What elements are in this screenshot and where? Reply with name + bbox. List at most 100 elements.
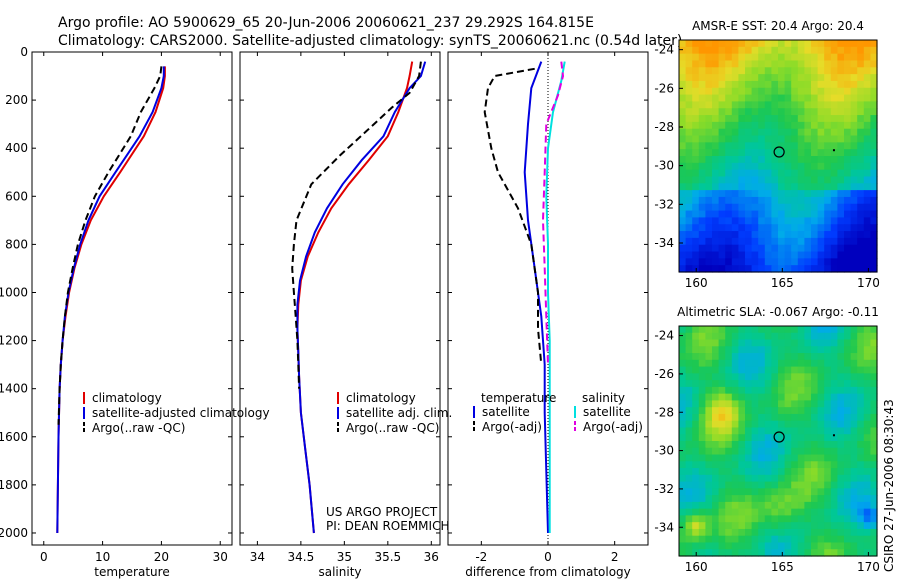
map-cell: [778, 149, 786, 157]
map-cell: [791, 156, 799, 164]
map-cell: [771, 501, 779, 510]
map-cell: [692, 488, 700, 496]
map-cell: [837, 183, 845, 191]
map-cell: [692, 353, 700, 361]
map-cell: [758, 183, 766, 191]
legend-label: climatology: [346, 391, 416, 405]
map-cell: [698, 169, 706, 178]
map-cell: [764, 353, 772, 361]
map-cell: [870, 60, 878, 68]
map-cell: [857, 108, 865, 116]
map-cell: [811, 468, 819, 476]
map-cell: [778, 108, 786, 116]
map-cell: [784, 393, 792, 402]
map-cell: [804, 549, 812, 557]
map-cell: [751, 231, 759, 239]
map-cell: [698, 400, 706, 408]
x-tick-label: 0: [40, 550, 48, 564]
map-cell: [837, 53, 845, 62]
map-cell: [698, 447, 706, 456]
map-cell: [738, 434, 746, 442]
map-cell: [870, 53, 878, 62]
map-cell: [791, 366, 799, 374]
map-cell: [718, 156, 726, 164]
map-cell: [824, 522, 832, 530]
map-cell: [850, 441, 858, 449]
legend-group-title: salinity: [582, 391, 625, 405]
map-cell: [797, 542, 805, 550]
map-cell: [844, 244, 852, 253]
map-cell: [705, 142, 713, 150]
map-cell: [745, 481, 753, 489]
map-cell: [791, 481, 799, 489]
map-cell: [771, 386, 779, 395]
map-cell: [679, 441, 687, 449]
map-cell: [685, 237, 693, 246]
map-cell: [725, 224, 733, 232]
map-cell: [850, 237, 858, 246]
map-cell: [863, 80, 871, 89]
map-cell: [797, 353, 805, 361]
map-cell: [745, 108, 753, 116]
map-cell: [679, 549, 687, 557]
map-cell: [751, 210, 759, 219]
map-cell: [679, 393, 687, 402]
map-cell: [745, 359, 753, 368]
map-cell: [685, 427, 693, 435]
map-cell: [685, 454, 693, 462]
map-cell: [685, 217, 693, 225]
map-cell: [850, 508, 858, 517]
map-cell: [685, 515, 693, 523]
map-cell: [705, 549, 713, 557]
map-cell: [692, 121, 700, 130]
map-cell: [758, 142, 766, 150]
map-cell: [771, 393, 779, 402]
map-cell: [817, 190, 825, 198]
map-cell: [784, 339, 792, 347]
map-cell: [784, 101, 792, 109]
y-tick-label: 1800: [0, 478, 28, 492]
map-cell: [804, 237, 812, 246]
map-cell: [863, 366, 871, 374]
map-cell: [725, 508, 733, 517]
map-cell: [731, 169, 739, 178]
map-cell: [738, 80, 746, 89]
map-cell: [791, 508, 799, 517]
map-cell: [811, 142, 819, 150]
map-cell: [804, 474, 812, 483]
map-cell: [837, 115, 845, 123]
map-cell: [751, 474, 759, 483]
map-cell: [870, 528, 878, 537]
map-cell: [837, 353, 845, 361]
map-cell: [738, 380, 746, 388]
map-cell: [705, 251, 713, 259]
map-cell: [705, 101, 713, 109]
map-cell: [764, 87, 772, 96]
map-cell: [745, 393, 753, 402]
map-cell: [811, 74, 819, 82]
map-cell: [758, 210, 766, 219]
map-cell: [771, 176, 779, 184]
map-cell: [857, 149, 865, 157]
map-cell: [745, 474, 753, 483]
map-cell: [751, 142, 759, 150]
map-cell: [712, 353, 720, 361]
map-cell: [771, 413, 779, 422]
map-cell: [698, 461, 706, 469]
map-cell: [784, 474, 792, 483]
map-cell: [778, 224, 786, 232]
series-line-argo-raw-qc-: [57, 66, 163, 425]
map-cell: [745, 231, 753, 239]
map-cell: [725, 488, 733, 496]
map-cell: [705, 332, 713, 341]
map-cell: [745, 508, 753, 517]
map-cell: [705, 53, 713, 62]
map-cell: [712, 332, 720, 341]
map-cell: [784, 326, 792, 334]
map-cell: [830, 386, 838, 395]
map-cell: [817, 94, 825, 103]
map-cell: [817, 169, 825, 178]
map-cell: [778, 427, 786, 435]
map-cell: [863, 101, 871, 109]
